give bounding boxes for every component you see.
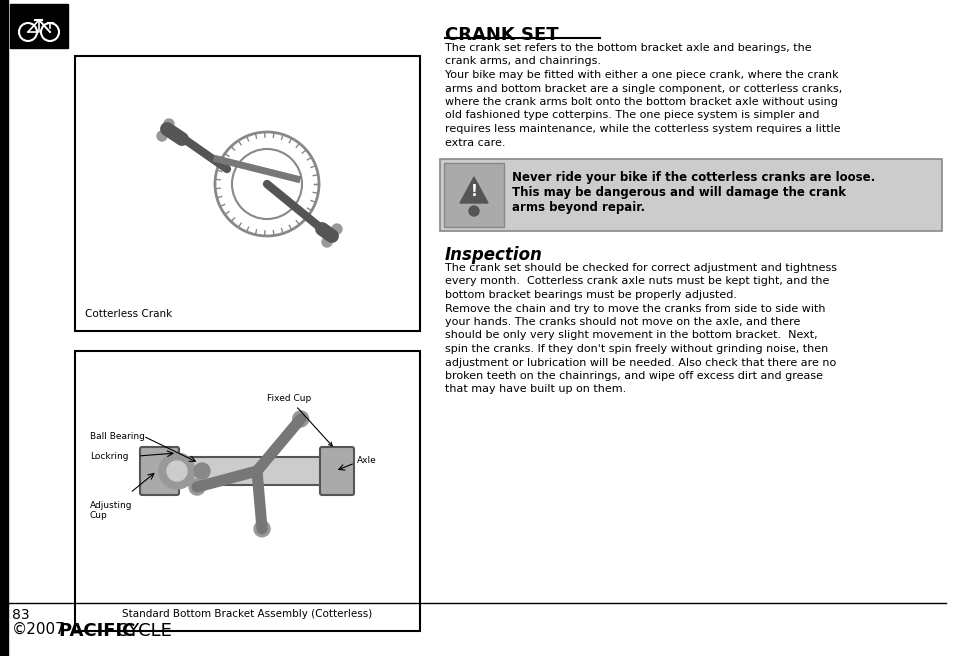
Text: where the crank arms bolt onto the bottom bracket axle without using: where the crank arms bolt onto the botto… [444,97,837,107]
Bar [0,0,8,656]
Text: Never ride your bike if the cotterless cranks are loose.: Never ride your bike if the cotterless c… [512,171,874,184]
Text: arms and bottom bracket are a single component, or cotterless cranks,: arms and bottom bracket are a single com… [444,83,841,94]
Circle shape [157,131,167,141]
Text: The crank set refers to the bottom bracket axle and bearings, the: The crank set refers to the bottom brack… [444,43,811,53]
Circle shape [293,411,309,427]
Text: PACIFIC: PACIFIC [58,622,135,640]
Text: arms beyond repair.: arms beyond repair. [512,201,644,214]
Text: Remove the chain and try to move the cranks from side to side with: Remove the chain and try to move the cra… [444,304,824,314]
Text: Axle: Axle [356,456,376,465]
Bar [443,163,503,227]
Text: Inspection: Inspection [444,246,542,264]
Bar [439,159,941,231]
Circle shape [167,461,187,481]
Text: This may be dangerous and will damage the crank: This may be dangerous and will damage th… [512,186,845,199]
Circle shape [469,206,478,216]
Text: Standard Bottom Bracket Assembly (Cotterless): Standard Bottom Bracket Assembly (Cotter… [122,609,372,619]
Circle shape [253,521,270,537]
Text: Fixed Cup: Fixed Cup [267,394,332,446]
Text: CRANK SET: CRANK SET [444,26,558,44]
Circle shape [164,119,173,129]
Bar [75,351,419,631]
Text: Cotterless Crank: Cotterless Crank [85,309,172,319]
Text: !: ! [470,184,476,199]
Text: Lockring: Lockring [90,452,129,461]
Circle shape [193,463,210,479]
Text: Your bike may be fitted with either a one piece crank, where the crank: Your bike may be fitted with either a on… [444,70,838,80]
Text: old fashioned type cotterpins. The one piece system is simpler and: old fashioned type cotterpins. The one p… [444,110,819,121]
Circle shape [189,479,205,495]
Text: 83: 83 [12,608,30,622]
Bar [75,56,419,331]
Text: should be only very slight movement in the bottom bracket.  Next,: should be only very slight movement in t… [444,331,817,340]
Circle shape [322,237,332,247]
Text: adjustment or lubrication will be needed. Also check that there are no: adjustment or lubrication will be needed… [444,358,836,367]
Text: your hands. The cranks should not move on the axle, and there: your hands. The cranks should not move o… [444,317,800,327]
FancyBboxPatch shape [140,447,179,495]
Polygon shape [459,177,488,203]
Text: every month.  Cotterless crank axle nuts must be kept tight, and the: every month. Cotterless crank axle nuts … [444,276,828,287]
FancyBboxPatch shape [174,457,338,485]
Text: broken teeth on the chainrings, and wipe off excess dirt and grease: broken teeth on the chainrings, and wipe… [444,371,822,381]
Text: The crank set should be checked for correct adjustment and tightness: The crank set should be checked for corr… [444,263,836,273]
Bar [10,4,68,48]
Text: CYCLE: CYCLE [116,622,172,640]
Text: extra care.: extra care. [444,138,505,148]
Text: requires less maintenance, while the cotterless system requires a little: requires less maintenance, while the cot… [444,124,840,134]
Text: bottom bracket bearings must be properly adjusted.: bottom bracket bearings must be properly… [444,290,737,300]
FancyBboxPatch shape [319,447,354,495]
Circle shape [159,453,194,489]
Text: that may have built up on them.: that may have built up on them. [444,384,625,394]
Text: spin the cranks. If they don't spin freely without grinding noise, then: spin the cranks. If they don't spin free… [444,344,827,354]
Text: crank arms, and chainrings.: crank arms, and chainrings. [444,56,600,66]
Text: Adjusting
Cup: Adjusting Cup [90,501,132,520]
Text: ©2007: ©2007 [12,622,66,637]
Circle shape [332,224,341,234]
Text: Ball Bearing: Ball Bearing [90,432,145,441]
